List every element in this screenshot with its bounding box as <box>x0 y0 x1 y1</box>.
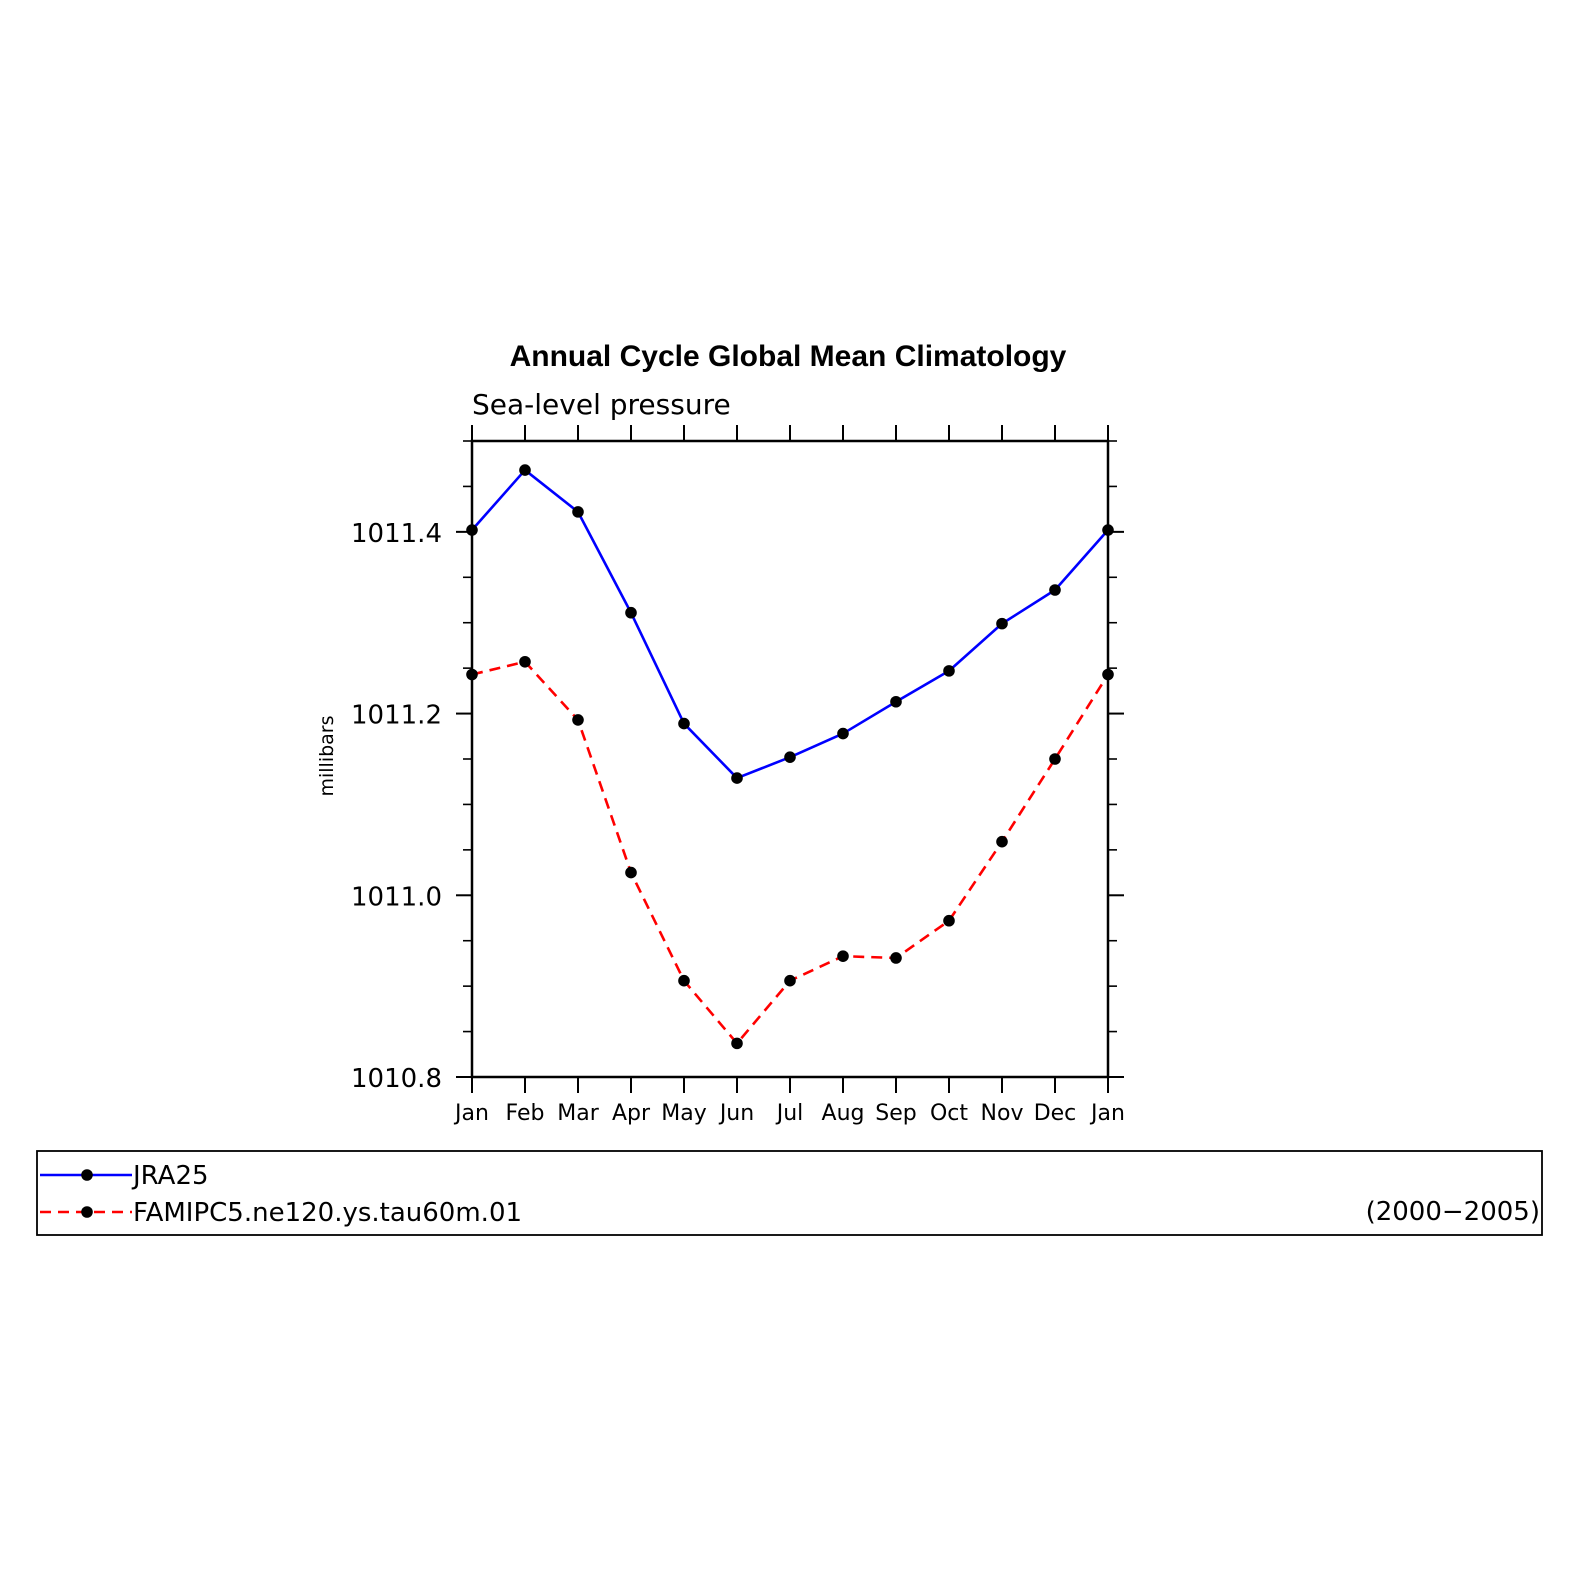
x-tick-label: Jan <box>1089 1101 1125 1126</box>
data-point <box>572 714 584 726</box>
x-tick-label: Jun <box>718 1101 754 1126</box>
legend-label: FAMIPC5.ne120.ys.tau60m.01 <box>133 1198 522 1228</box>
plot-frame <box>470 439 1110 1079</box>
data-point <box>519 464 531 476</box>
y-tick-label: 1011.0 <box>351 882 442 912</box>
y-tick-label: 1011.4 <box>351 519 442 549</box>
legend-box <box>36 1150 1543 1236</box>
data-point <box>519 655 531 668</box>
series-layer <box>466 464 1114 1050</box>
legend-period: (2000−2005) <box>1366 1197 1540 1227</box>
data-point <box>678 717 690 730</box>
series-line <box>471 468 1109 780</box>
x-tick-label: Dec <box>1034 1101 1077 1126</box>
data-point <box>731 772 743 784</box>
tick-labels: Jan Feb Mar Apr May Jun Jul Aug Sep Oct Nov Dec Jan 1… <box>351 519 1125 1126</box>
legend-marker <box>81 1206 93 1218</box>
data-point <box>784 751 796 763</box>
axis-ticks <box>456 425 1124 1093</box>
data-point <box>784 974 796 987</box>
legend-marker <box>81 1169 93 1181</box>
data-point <box>625 866 637 879</box>
x-tick-label: Feb <box>506 1101 545 1126</box>
x-tick-label: Jul <box>775 1101 804 1126</box>
data-point <box>837 950 849 962</box>
data-point <box>890 695 902 708</box>
x-tick-label: Jan <box>453 1101 489 1126</box>
x-tick-label: Mar <box>557 1101 599 1126</box>
y-axis-title: millibars <box>316 715 338 796</box>
data-point <box>625 606 637 619</box>
x-tick-label: Sep <box>875 1101 916 1126</box>
legend-label: JRA25 <box>131 1161 209 1191</box>
data-point <box>1049 584 1061 596</box>
legend: (2000−2005) JRA25 FAMIPC5.ne120.ys.tau60m… <box>36 1150 1543 1236</box>
x-tick-label: Nov <box>981 1101 1024 1126</box>
data-point <box>943 665 955 677</box>
chart-title: Annual Cycle Global Mean Climatology <box>510 340 1067 373</box>
data-point <box>731 1037 743 1050</box>
data-point <box>837 727 849 740</box>
data-point <box>996 617 1008 630</box>
data-point <box>572 506 584 518</box>
data-point <box>890 952 902 964</box>
y-tick-label: 1010.8 <box>351 1064 442 1094</box>
x-tick-label: Aug <box>822 1101 865 1126</box>
data-point <box>996 835 1008 848</box>
x-tick-label: May <box>661 1101 706 1126</box>
y-tick-label: 1011.2 <box>351 701 442 731</box>
x-tick-label: Apr <box>612 1101 651 1126</box>
data-point <box>678 974 690 987</box>
chart-subtitle: Sea-level pressure <box>472 388 731 421</box>
data-point <box>1049 753 1061 765</box>
data-point <box>943 914 955 927</box>
x-tick-label: Oct <box>930 1101 968 1126</box>
